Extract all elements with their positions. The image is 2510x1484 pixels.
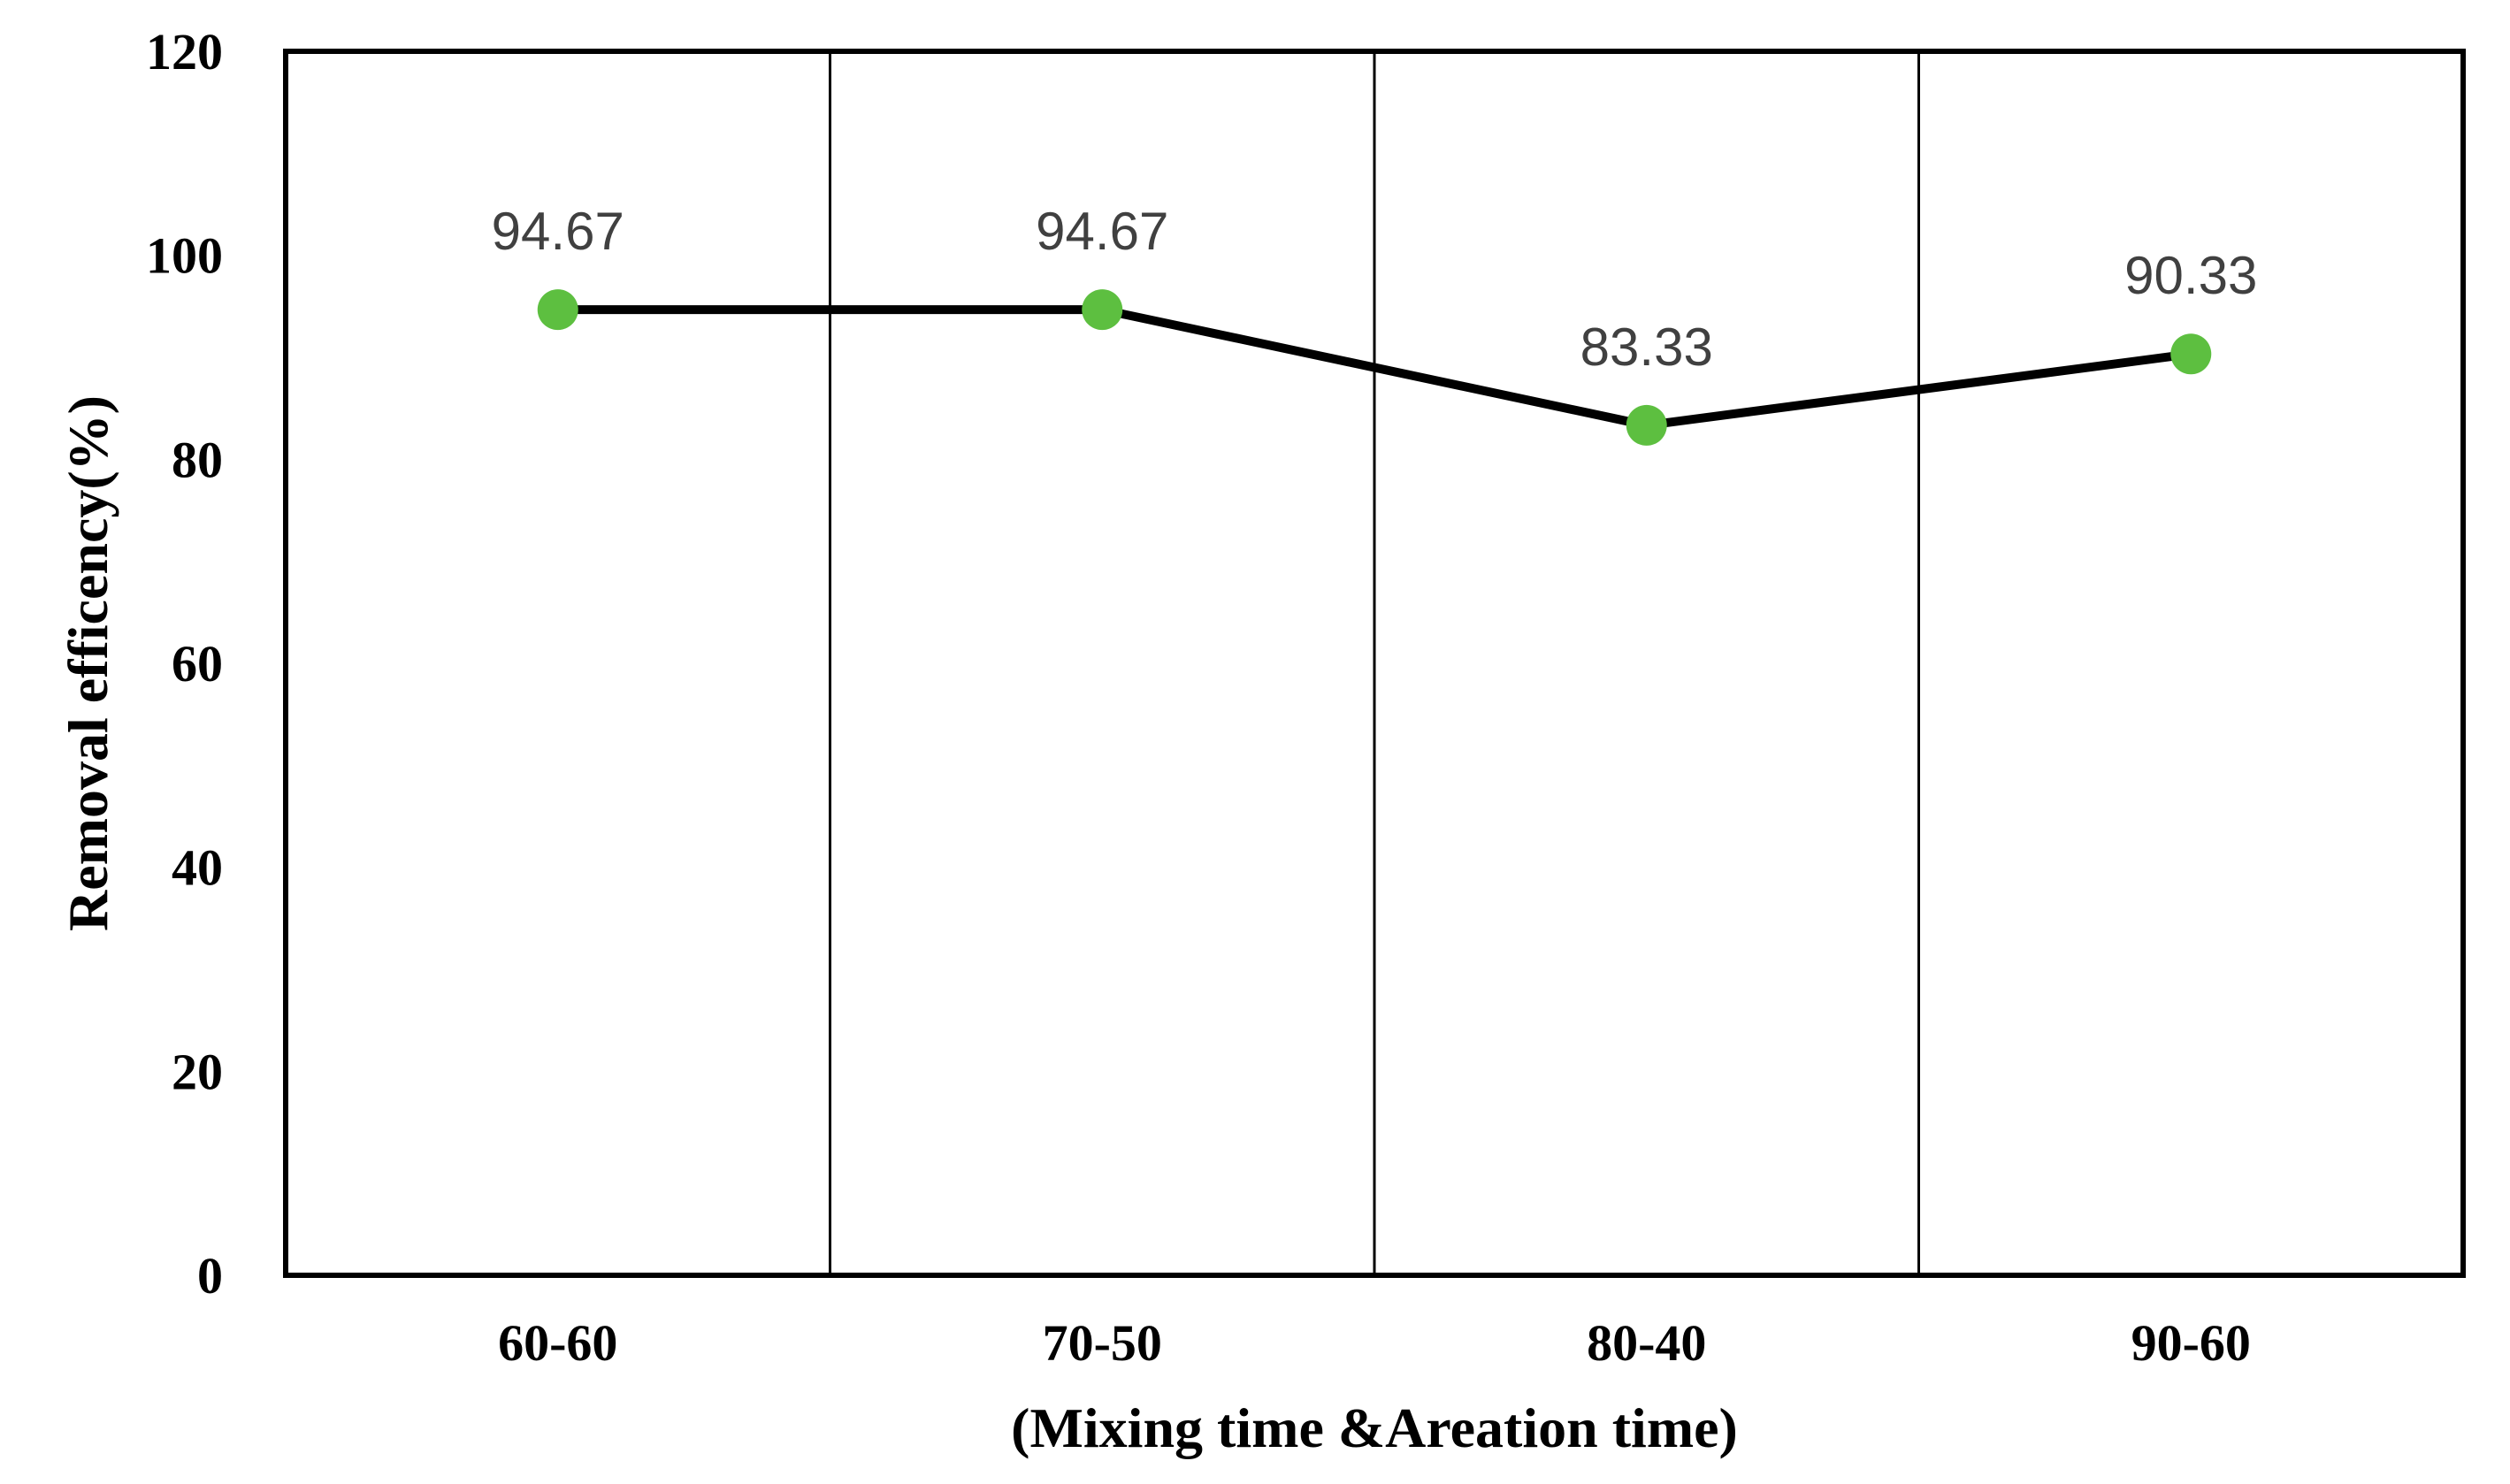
data-point-marker <box>1626 404 1667 446</box>
x-tick-label: 70-50 <box>1043 1314 1162 1372</box>
data-point-marker <box>537 289 578 331</box>
x-tick-label: 90-60 <box>2131 1314 2251 1372</box>
y-axis-title: Removal efficency(%) <box>57 395 119 931</box>
y-tick-label: 60 <box>172 635 223 692</box>
data-point-marker <box>2170 333 2212 375</box>
y-tick-label: 100 <box>146 227 223 285</box>
plot-border <box>283 49 2466 1278</box>
series-line <box>553 305 2196 430</box>
x-tick-label: 80-40 <box>1587 1314 1706 1372</box>
data-point-marker <box>1082 289 1123 331</box>
y-tick-label: 120 <box>146 23 223 80</box>
data-point-label: 90.33 <box>2124 246 2257 305</box>
data-point-label: 83.33 <box>1580 317 1713 377</box>
y-tick-label: 80 <box>172 431 223 488</box>
x-tick-label: 60-60 <box>498 1314 617 1372</box>
y-tick-label: 40 <box>172 839 223 897</box>
x-axis-title: (Mixing time &Areation time) <box>1011 1396 1738 1459</box>
y-tick-label: 20 <box>172 1043 223 1100</box>
data-point-label: 94.67 <box>492 202 624 261</box>
data-point-label: 94.67 <box>1036 202 1168 261</box>
y-tick-label: 0 <box>197 1247 223 1304</box>
